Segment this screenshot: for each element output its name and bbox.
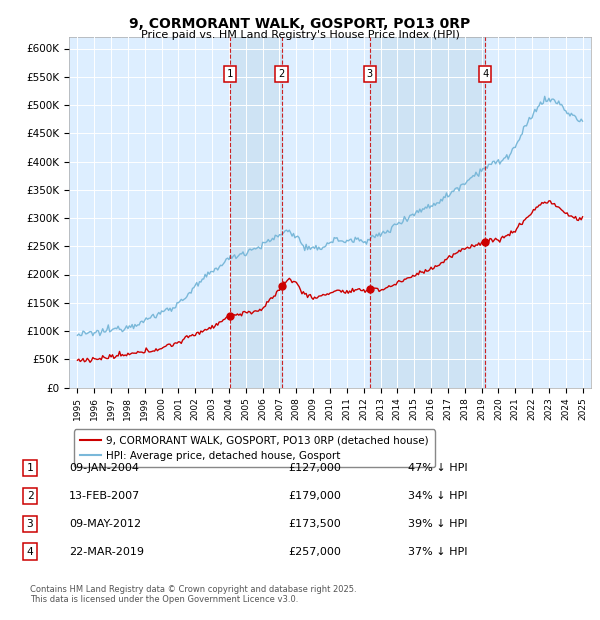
Text: 47% ↓ HPI: 47% ↓ HPI xyxy=(408,463,467,473)
Text: 4: 4 xyxy=(482,69,488,79)
Text: 3: 3 xyxy=(367,69,373,79)
Text: 09-MAY-2012: 09-MAY-2012 xyxy=(69,519,141,529)
Text: £173,500: £173,500 xyxy=(288,519,341,529)
Text: £257,000: £257,000 xyxy=(288,547,341,557)
Text: 1: 1 xyxy=(26,463,34,473)
Text: 34% ↓ HPI: 34% ↓ HPI xyxy=(408,491,467,501)
Text: 1: 1 xyxy=(227,69,233,79)
Legend: 9, CORMORANT WALK, GOSPORT, PO13 0RP (detached house), HPI: Average price, detac: 9, CORMORANT WALK, GOSPORT, PO13 0RP (de… xyxy=(74,430,436,467)
Bar xyxy=(370,37,485,387)
Text: 13-FEB-2007: 13-FEB-2007 xyxy=(69,491,140,501)
Text: 2: 2 xyxy=(278,69,284,79)
Text: 2: 2 xyxy=(26,491,34,501)
Text: 39% ↓ HPI: 39% ↓ HPI xyxy=(408,519,467,529)
Text: £127,000: £127,000 xyxy=(288,463,341,473)
Text: 3: 3 xyxy=(26,519,34,529)
Text: Contains HM Land Registry data © Crown copyright and database right 2025.
This d: Contains HM Land Registry data © Crown c… xyxy=(30,585,356,604)
Bar xyxy=(230,37,281,387)
Text: 09-JAN-2004: 09-JAN-2004 xyxy=(69,463,139,473)
Text: 9, CORMORANT WALK, GOSPORT, PO13 0RP: 9, CORMORANT WALK, GOSPORT, PO13 0RP xyxy=(130,17,470,32)
Text: 22-MAR-2019: 22-MAR-2019 xyxy=(69,547,144,557)
Text: 4: 4 xyxy=(26,547,34,557)
Text: Price paid vs. HM Land Registry's House Price Index (HPI): Price paid vs. HM Land Registry's House … xyxy=(140,30,460,40)
Text: £179,000: £179,000 xyxy=(288,491,341,501)
Text: 37% ↓ HPI: 37% ↓ HPI xyxy=(408,547,467,557)
